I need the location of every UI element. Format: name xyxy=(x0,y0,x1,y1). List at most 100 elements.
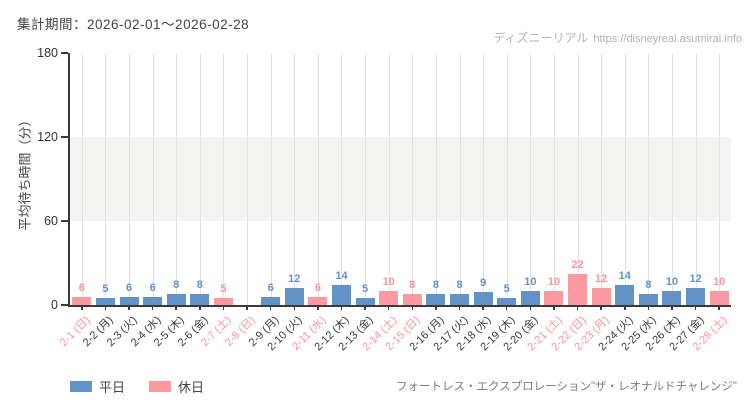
gridline xyxy=(624,53,626,305)
bar-value-label: 10 xyxy=(665,276,679,288)
weekday-bar xyxy=(520,291,540,305)
gridline xyxy=(294,53,296,305)
attraction-name: フォートレス・エクスプロレーション"ザ・レオナルドチャレンジ" xyxy=(396,381,737,393)
bar-value-label: 8 xyxy=(645,278,652,291)
gridline xyxy=(648,53,650,305)
gridline xyxy=(719,53,721,305)
gridline xyxy=(530,53,532,305)
weekday-bar xyxy=(450,293,470,305)
gridline xyxy=(695,53,697,305)
x-axis-tick xyxy=(718,305,720,310)
weekday-bar xyxy=(95,298,115,305)
gridline xyxy=(412,53,414,305)
gridline xyxy=(671,53,673,305)
x-axis-tick xyxy=(411,305,414,310)
y-axis-tick-label: 60 xyxy=(44,214,58,228)
bar-value-label: 6 xyxy=(149,281,156,294)
weekday-bar xyxy=(686,288,706,305)
gridline xyxy=(435,53,437,305)
x-axis-tick xyxy=(222,305,225,310)
weekday-bar xyxy=(615,285,635,305)
legend-holiday-label: 休日 xyxy=(178,380,205,395)
holiday-bar xyxy=(72,296,92,305)
bar-value-label: 5 xyxy=(503,283,510,295)
watermark-site-url: https://disneyreal.asumirai.info xyxy=(593,33,742,45)
gridline xyxy=(176,53,178,305)
x-axis-tick xyxy=(317,305,319,310)
bar-value-label: 10 xyxy=(382,276,395,288)
bar-value-label: 22 xyxy=(571,259,584,272)
x-axis-tick xyxy=(458,305,461,310)
bar-value-label: 8 xyxy=(409,278,416,291)
gridline xyxy=(129,53,131,305)
gridline xyxy=(270,53,272,305)
y-axis-tick-label: 120 xyxy=(37,130,58,144)
x-axis-tick xyxy=(269,305,272,310)
x-axis-tick xyxy=(482,305,484,310)
y-axis-tick xyxy=(61,304,68,306)
y-axis-tick xyxy=(61,220,68,222)
bar-value-label: 12 xyxy=(595,273,608,286)
gridline xyxy=(577,53,579,305)
bar-value-label: 5 xyxy=(220,283,227,295)
weekday-bar xyxy=(143,296,163,305)
bar-value-label: 6 xyxy=(267,281,274,294)
bar-value-label: 5 xyxy=(362,283,369,295)
gridline xyxy=(388,53,390,305)
bar-value-label: 14 xyxy=(335,270,348,283)
x-axis-tick xyxy=(387,305,390,310)
x-axis-tick xyxy=(151,305,154,310)
gridline xyxy=(341,53,343,305)
weekday-bar xyxy=(261,296,281,305)
bar-value-label: 10 xyxy=(713,276,726,288)
weekday-bar xyxy=(638,293,658,305)
gridline xyxy=(365,53,367,305)
weekday-bar xyxy=(190,293,210,305)
weekday-bar xyxy=(497,298,517,305)
holiday-bar xyxy=(568,274,588,305)
x-axis-tick xyxy=(246,305,248,310)
x-axis-tick xyxy=(340,305,343,310)
period-label: 集計期間：2026-02-01～2026-02-28 xyxy=(17,17,250,32)
gridline xyxy=(553,53,555,305)
holiday-bar xyxy=(544,291,564,305)
x-axis-tick xyxy=(199,305,201,310)
bar-value-label: 12 xyxy=(689,273,702,286)
bar-value-label: 6 xyxy=(314,281,321,294)
x-axis-tick xyxy=(505,305,508,310)
x-axis-tick xyxy=(104,305,107,310)
gridline xyxy=(247,53,249,305)
plot-area: 0 60 120 180 2-1 (日) 6 2-2 (月) 5 2-3 (火) 6 2-4 (水)… xyxy=(37,46,731,353)
x-axis-tick xyxy=(647,305,650,310)
legend: 平日 休日 xyxy=(70,377,228,396)
holiday-bar xyxy=(402,293,422,305)
gridline xyxy=(105,53,107,305)
weekday-bar xyxy=(473,292,493,305)
gridline xyxy=(199,53,201,305)
x-axis-tick xyxy=(364,305,366,310)
holiday-bar xyxy=(591,288,611,305)
legend-weekday-swatch xyxy=(70,381,92,392)
legend-holiday-swatch xyxy=(149,381,172,392)
x-axis-tick xyxy=(435,305,437,310)
watermark-site-name: ディズニーリアル xyxy=(493,31,589,45)
x-axis-tick xyxy=(175,305,177,310)
gridline xyxy=(601,53,603,305)
bar-value-label: 9 xyxy=(480,277,487,290)
x-axis-tick xyxy=(293,305,296,310)
holiday-bar xyxy=(379,291,399,305)
x-axis-tick xyxy=(624,305,626,310)
y-axis-tick xyxy=(61,52,68,55)
holiday-bar xyxy=(709,291,729,305)
gridline xyxy=(152,53,154,305)
legend-entry-holiday: 休日 xyxy=(149,377,204,396)
watermark: ディズニーリアル https://disneyreal.asumirai.info xyxy=(493,29,742,47)
weekday-bar xyxy=(426,293,446,305)
holiday-bar xyxy=(213,298,233,305)
legend-weekday-label: 平日 xyxy=(99,380,126,395)
bar-value-label: 6 xyxy=(125,281,133,294)
holiday-bar xyxy=(308,296,328,305)
y-axis-tick xyxy=(61,136,68,138)
gridline xyxy=(81,53,83,305)
